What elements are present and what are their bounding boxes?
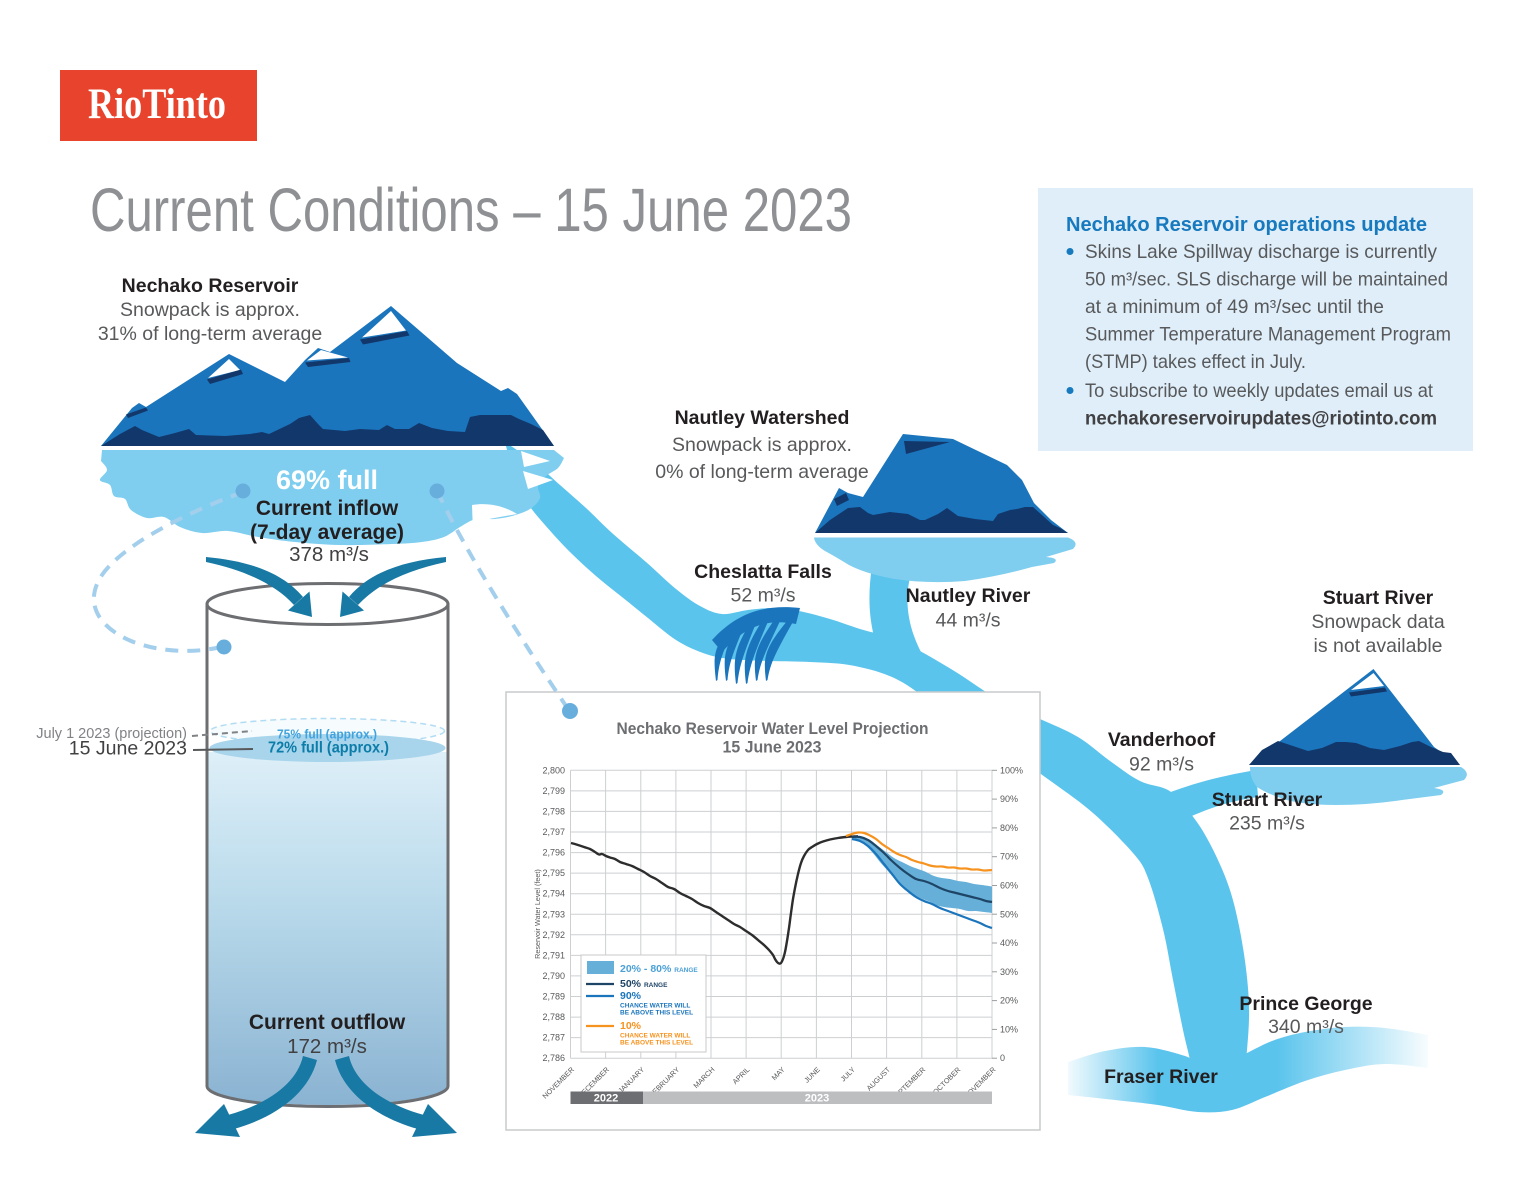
svg-text:July 1 2023 (projection): July 1 2023 (projection): [36, 726, 187, 742]
svg-text:Current inflow: Current inflow: [256, 497, 399, 520]
svg-text:2,786: 2,786: [542, 1053, 565, 1063]
svg-text:15 June 2023: 15 June 2023: [723, 739, 822, 757]
svg-text:Fraser River: Fraser River: [1104, 1066, 1218, 1088]
svg-text:Prince George: Prince George: [1239, 993, 1372, 1015]
svg-text:72% full (approx.): 72% full (approx.): [268, 740, 389, 757]
svg-text:at a minimum of 49 m³/sec unti: at a minimum of 49 m³/sec until the: [1085, 296, 1384, 318]
svg-text:172 m³/s: 172 m³/s: [287, 1035, 367, 1058]
svg-text:2,796: 2,796: [542, 848, 565, 858]
svg-text:52 m³/s: 52 m³/s: [730, 585, 795, 607]
svg-text:2,789: 2,789: [542, 992, 565, 1002]
svg-text:Skins Lake Spillway discharge: Skins Lake Spillway discharge is current…: [1085, 241, 1437, 263]
svg-text:75% full (approx.): 75% full (approx.): [277, 727, 377, 742]
svg-text:2,797: 2,797: [542, 827, 565, 837]
svg-text:Nautley River: Nautley River: [906, 585, 1031, 607]
svg-text:100%: 100%: [1000, 765, 1023, 775]
svg-text:70%: 70%: [1000, 852, 1018, 862]
svg-text:To subscribe to weekly updates: To subscribe to weekly updates email us …: [1085, 380, 1434, 402]
svg-text:0: 0: [1000, 1053, 1005, 1063]
svg-text:2,792: 2,792: [542, 930, 565, 940]
svg-text:is not available: is not available: [1314, 635, 1443, 657]
svg-text:2,793: 2,793: [542, 909, 565, 919]
svg-text:340 m³/s: 340 m³/s: [1268, 1016, 1344, 1038]
svg-text:CHANCE WATER WILL: CHANCE WATER WILL: [620, 1003, 690, 1010]
svg-text:Reservoir Water Level (feet): Reservoir Water Level (feet): [533, 869, 542, 959]
svg-text:50 m³/sec. SLS discharge will: 50 m³/sec. SLS discharge will be maintai…: [1085, 269, 1448, 291]
svg-text:10%: 10%: [1000, 1024, 1018, 1034]
svg-text:90%: 90%: [1000, 794, 1018, 804]
svg-text:0% of long-term average: 0% of long-term average: [655, 461, 869, 483]
svg-text:Snowpack is approx.: Snowpack is approx.: [672, 434, 852, 456]
svg-text:90%: 90%: [620, 990, 642, 1002]
svg-text:235 m³/s: 235 m³/s: [1229, 813, 1305, 835]
svg-text:Current outflow: Current outflow: [249, 1011, 406, 1034]
svg-text:CHANCE WATER WILL: CHANCE WATER WILL: [620, 1033, 690, 1040]
svg-text:Nechako Reservoir Water Level: Nechako Reservoir Water Level Projection: [617, 720, 929, 738]
svg-text:20%: 20%: [1000, 996, 1018, 1006]
svg-text:50%: 50%: [1000, 909, 1018, 919]
svg-text:30%: 30%: [1000, 967, 1018, 977]
svg-text:(STMP) takes effect in July.: (STMP) takes effect in July.: [1085, 351, 1306, 373]
svg-text:RioTinto: RioTinto: [88, 80, 226, 128]
svg-text:(7-day average): (7-day average): [250, 521, 404, 544]
svg-text:BE ABOVE THIS LEVEL: BE ABOVE THIS LEVEL: [620, 1010, 693, 1017]
svg-text:60%: 60%: [1000, 880, 1018, 890]
svg-text:2,800: 2,800: [542, 765, 565, 775]
svg-text:Current Conditions – 15 June 2: Current Conditions – 15 June 2023: [90, 176, 852, 245]
svg-text:Stuart River: Stuart River: [1323, 587, 1434, 609]
svg-text:378 m³/s: 378 m³/s: [289, 543, 369, 566]
svg-text:69% full: 69% full: [276, 465, 378, 495]
svg-text:Nautley Watershed: Nautley Watershed: [675, 407, 850, 429]
svg-text:Summer Temperature Management: Summer Temperature Management Program: [1085, 324, 1451, 346]
svg-text:2,790: 2,790: [542, 971, 565, 981]
svg-text:Nechako Reservoir: Nechako Reservoir: [122, 275, 299, 297]
svg-text:2023: 2023: [805, 1093, 829, 1105]
svg-text:80%: 80%: [1000, 823, 1018, 833]
svg-text:92 m³/s: 92 m³/s: [1129, 754, 1194, 776]
svg-text:2,791: 2,791: [542, 950, 565, 960]
svg-text:Snowpack data: Snowpack data: [1311, 611, 1444, 633]
svg-text:44 m³/s: 44 m³/s: [935, 610, 1000, 632]
svg-text:2,787: 2,787: [542, 1033, 565, 1043]
svg-text:Nechako Reservoir operations u: Nechako Reservoir operations update: [1066, 213, 1427, 236]
svg-text:Cheslatta Falls: Cheslatta Falls: [694, 561, 832, 583]
svg-text:Snowpack is approx.: Snowpack is approx.: [120, 299, 300, 321]
svg-text:40%: 40%: [1000, 938, 1018, 948]
svg-text:2022: 2022: [594, 1093, 618, 1105]
svg-text:2,799: 2,799: [542, 786, 565, 796]
svg-text:2,794: 2,794: [542, 889, 565, 899]
svg-text:nechakoreservoirupdates@riotin: nechakoreservoirupdates@riotinto.com: [1085, 408, 1437, 430]
svg-text:2,795: 2,795: [542, 868, 565, 878]
svg-text:10%: 10%: [620, 1020, 642, 1032]
svg-text:31% of long-term average: 31% of long-term average: [98, 323, 322, 345]
svg-text:2,798: 2,798: [542, 806, 565, 816]
svg-text:Stuart River: Stuart River: [1212, 789, 1323, 811]
svg-text:15 June 2023: 15 June 2023: [69, 738, 187, 760]
svg-text:Vanderhoof: Vanderhoof: [1108, 729, 1216, 751]
svg-text:BE ABOVE THIS LEVEL: BE ABOVE THIS LEVEL: [620, 1040, 693, 1047]
svg-text:2,788: 2,788: [542, 1012, 565, 1022]
